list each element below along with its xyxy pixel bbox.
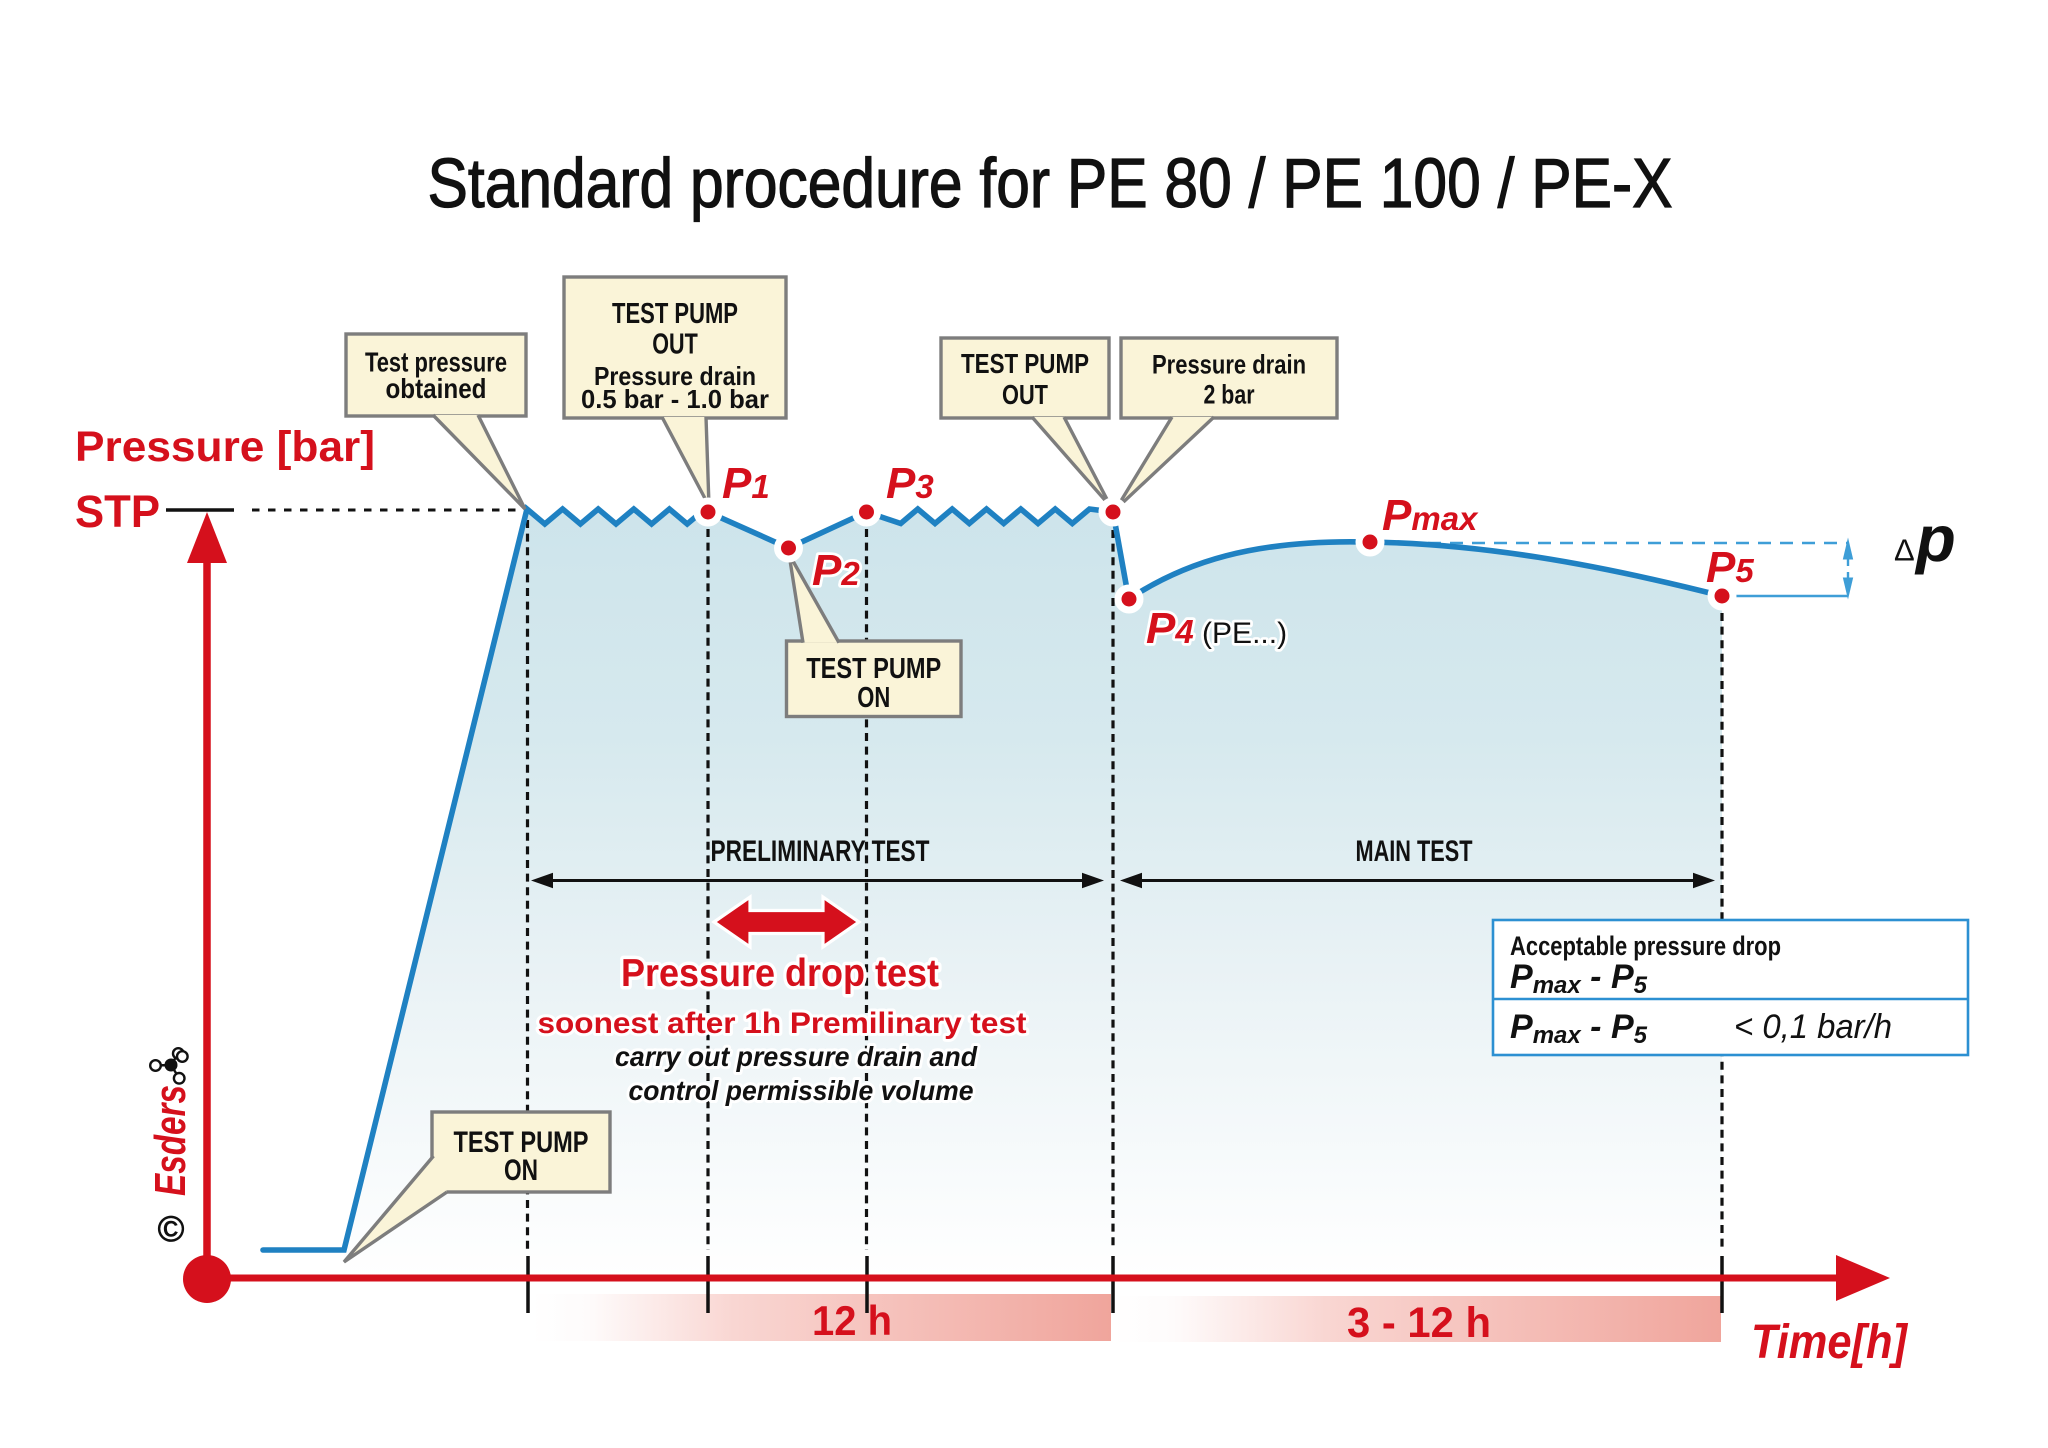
svg-text:Δ: Δ xyxy=(1894,533,1915,568)
svg-text:Pressure [bar]: Pressure [bar] xyxy=(75,423,375,471)
svg-text:Pressure drop test: Pressure drop test xyxy=(621,952,939,995)
svg-text:TEST PUMP: TEST PUMP xyxy=(961,348,1089,379)
svg-text:Esders: Esders xyxy=(146,1085,195,1196)
svg-text:ON: ON xyxy=(504,1154,538,1187)
svg-text:MAIN TEST: MAIN TEST xyxy=(1356,835,1473,868)
svg-text:P1: P1 xyxy=(722,459,770,508)
svg-text:OUT: OUT xyxy=(1002,379,1048,410)
svg-text:Acceptable pressure drop: Acceptable pressure drop xyxy=(1510,931,1781,961)
svg-text:< 0,1 bar/h: < 0,1 bar/h xyxy=(1734,1008,1892,1046)
svg-text:carry out pressure drain and: carry out pressure drain and xyxy=(615,1041,978,1072)
svg-text:0.5 bar - 1.0 bar: 0.5 bar - 1.0 bar xyxy=(581,384,769,414)
svg-text:obtained: obtained xyxy=(386,373,487,404)
svg-text:Standard procedure for PE 80 /: Standard procedure for PE 80 / PE 100 / … xyxy=(428,144,1673,222)
svg-text:TEST PUMP: TEST PUMP xyxy=(454,1126,589,1159)
svg-text:P2: P2 xyxy=(812,546,860,595)
svg-text:©: © xyxy=(158,1208,185,1249)
svg-text:ON: ON xyxy=(857,682,890,714)
svg-text:Time[h]: Time[h] xyxy=(1751,1316,1909,1369)
svg-text:Test pressure: Test pressure xyxy=(365,347,507,378)
svg-text:OUT: OUT xyxy=(652,329,698,361)
svg-text:PRELIMINARY TEST: PRELIMINARY TEST xyxy=(711,835,930,868)
svg-text:TEST PUMP: TEST PUMP xyxy=(612,298,738,330)
svg-text:12 h: 12 h xyxy=(812,1297,892,1344)
svg-text:Pressure drain: Pressure drain xyxy=(594,361,756,391)
svg-text:Pressure drain: Pressure drain xyxy=(1152,350,1306,380)
svg-text:STP: STP xyxy=(75,486,160,537)
svg-text:Pmax - P5: Pmax - P5 xyxy=(1510,1008,1648,1049)
svg-text:3 - 12 h: 3 - 12 h xyxy=(1347,1299,1491,1347)
svg-text:TEST PUMP: TEST PUMP xyxy=(806,653,941,685)
svg-text:2 bar: 2 bar xyxy=(1204,380,1255,410)
svg-text:soonest after 1h Premilinary t: soonest after 1h Premilinary test xyxy=(538,1007,1027,1040)
svg-text:p: p xyxy=(1914,502,1956,575)
svg-text:control permissible volume: control permissible volume xyxy=(629,1075,974,1106)
svg-text:P5: P5 xyxy=(1706,543,1754,592)
